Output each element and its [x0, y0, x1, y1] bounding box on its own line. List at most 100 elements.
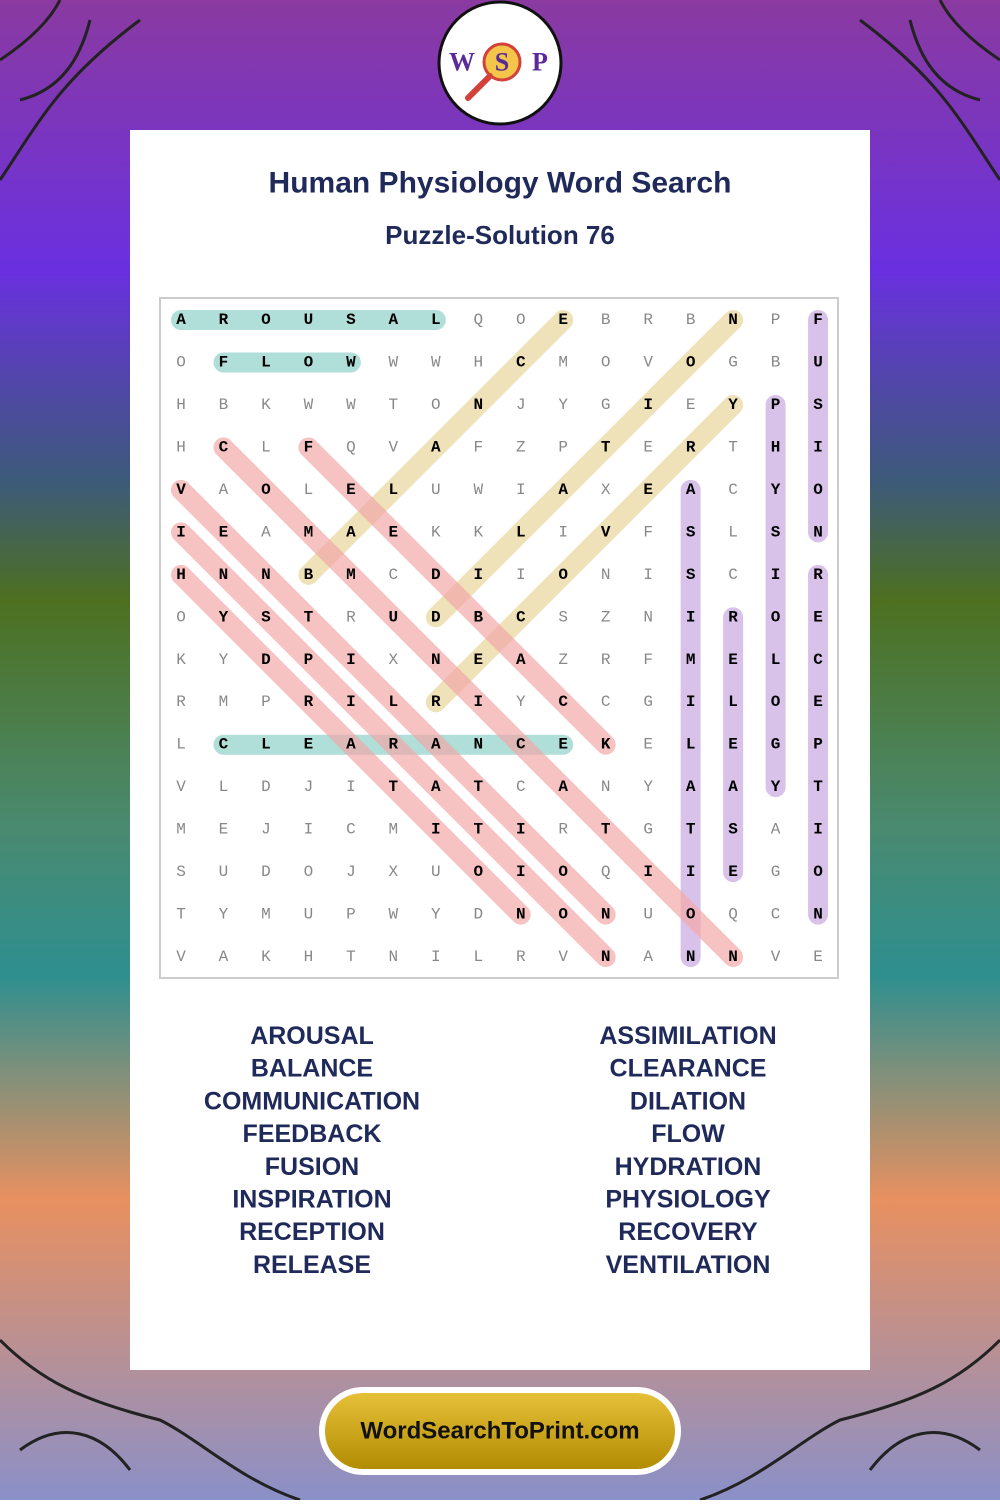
grid-letter: I: [686, 693, 696, 711]
grid-letter: Q: [728, 906, 738, 924]
word-item: INSPIRATION: [232, 1186, 391, 1214]
grid-letter: I: [431, 821, 441, 839]
grid-letter: R: [346, 608, 356, 626]
grid-letter: P: [558, 438, 568, 456]
grid-letter: I: [516, 863, 526, 881]
grid-letter: E: [346, 481, 356, 499]
grid-letter: E: [686, 396, 696, 414]
grid-letter: P: [771, 311, 781, 329]
grid-letter: M: [346, 566, 356, 584]
grid-letter: O: [176, 353, 186, 371]
grid-letter: B: [771, 353, 781, 371]
grid-letter: R: [601, 651, 611, 669]
grid-letter: Q: [601, 863, 611, 881]
grid-letter: P: [813, 736, 823, 754]
grid-letter: E: [389, 523, 399, 541]
grid-letter: B: [304, 566, 314, 584]
grid-letter: I: [304, 821, 314, 839]
grid-letter: L: [431, 311, 441, 329]
grid-letter: N: [261, 566, 271, 584]
grid-letter: Y: [219, 651, 229, 669]
grid-letter: X: [389, 651, 399, 669]
grid-letter: V: [643, 353, 653, 371]
grid-letter: D: [473, 906, 483, 924]
letter-grid: A R O U S A L Q O E B R B N P F O F L O W W W H C M O V O G B U H B K W W T O N…: [176, 311, 823, 966]
grid-letter: H: [176, 438, 186, 456]
grid-letter: S: [558, 608, 568, 626]
word-highlight: [171, 564, 531, 925]
grid-letter: M: [219, 693, 229, 711]
highlights: [171, 310, 829, 968]
grid-letter: U: [431, 481, 441, 499]
grid-letter: C: [813, 651, 823, 669]
grid-letter: A: [346, 523, 356, 541]
grid-letter: O: [686, 906, 696, 924]
grid-letter: S: [686, 523, 696, 541]
grid-letter: N: [813, 906, 823, 924]
grid-letter: C: [516, 736, 526, 754]
grid-letter: K: [261, 948, 271, 966]
grid-letter: H: [771, 438, 781, 456]
grid-letter: V: [389, 438, 399, 456]
grid-letter: R: [176, 693, 186, 711]
grid-letter: S: [176, 863, 186, 881]
grid-letter: M: [304, 523, 314, 541]
grid-letter: K: [473, 523, 483, 541]
grid-letter: A: [261, 523, 271, 541]
word-highlight: [213, 437, 744, 968]
grid-letter: E: [643, 438, 653, 456]
grid-letter: N: [601, 906, 611, 924]
grid-letter: H: [304, 948, 314, 966]
grid-letter: G: [643, 693, 653, 711]
grid-letter: A: [686, 481, 696, 499]
grid-letter: X: [389, 863, 399, 881]
grid-letter: O: [304, 353, 314, 371]
grid-letter: S: [346, 311, 356, 329]
grid-letter: F: [304, 438, 314, 456]
grid-letter: M: [686, 651, 696, 669]
word-item: FUSION: [265, 1153, 359, 1181]
grid-letter: A: [389, 311, 399, 329]
logo-letter: W: [449, 48, 475, 77]
logo-lens: [482, 42, 522, 82]
grid-letter: Y: [771, 778, 781, 796]
grid-letter: Q: [473, 311, 483, 329]
grid-letter: I: [813, 438, 823, 456]
grid-letter: R: [516, 948, 526, 966]
grid-letter: H: [176, 566, 186, 584]
grid-letter: E: [728, 736, 738, 754]
grid-letter: P: [346, 906, 356, 924]
word-highlight: [425, 310, 744, 628]
grid-letter: O: [516, 311, 526, 329]
grid-letter: Y: [771, 481, 781, 499]
word-highlight: [171, 479, 616, 925]
grid-letter: O: [473, 863, 483, 881]
grid-letter: C: [516, 353, 526, 371]
grid-letter: C: [601, 693, 611, 711]
grid-letter: N: [473, 736, 483, 754]
grid-letter: S: [261, 608, 271, 626]
grid-letter: W: [389, 353, 399, 371]
grid-letter: F: [219, 353, 229, 371]
grid-letter: C: [219, 438, 229, 456]
grid-letter: E: [643, 736, 653, 754]
grid-letter: U: [389, 608, 399, 626]
grid-letter: W: [431, 353, 441, 371]
grid-letter: R: [643, 311, 653, 329]
grid-letter: A: [558, 778, 568, 796]
grid-letter: L: [473, 948, 483, 966]
grid-letter: N: [389, 948, 399, 966]
word-highlight: [425, 394, 744, 713]
grid-letter: F: [643, 651, 653, 669]
grid-letter: C: [516, 778, 526, 796]
title: Human Physiology Word Search: [269, 167, 732, 200]
word-item: BALANCE: [251, 1055, 373, 1083]
grid-letter: N: [601, 778, 611, 796]
grid-letter: X: [601, 481, 611, 499]
grid-letter: A: [516, 651, 526, 669]
grid-letter: I: [431, 948, 441, 966]
grid-letter: C: [219, 736, 229, 754]
word-item: VENTILATION: [606, 1251, 771, 1279]
word-highlight: [298, 437, 616, 755]
grid-letter: Q: [346, 438, 356, 456]
